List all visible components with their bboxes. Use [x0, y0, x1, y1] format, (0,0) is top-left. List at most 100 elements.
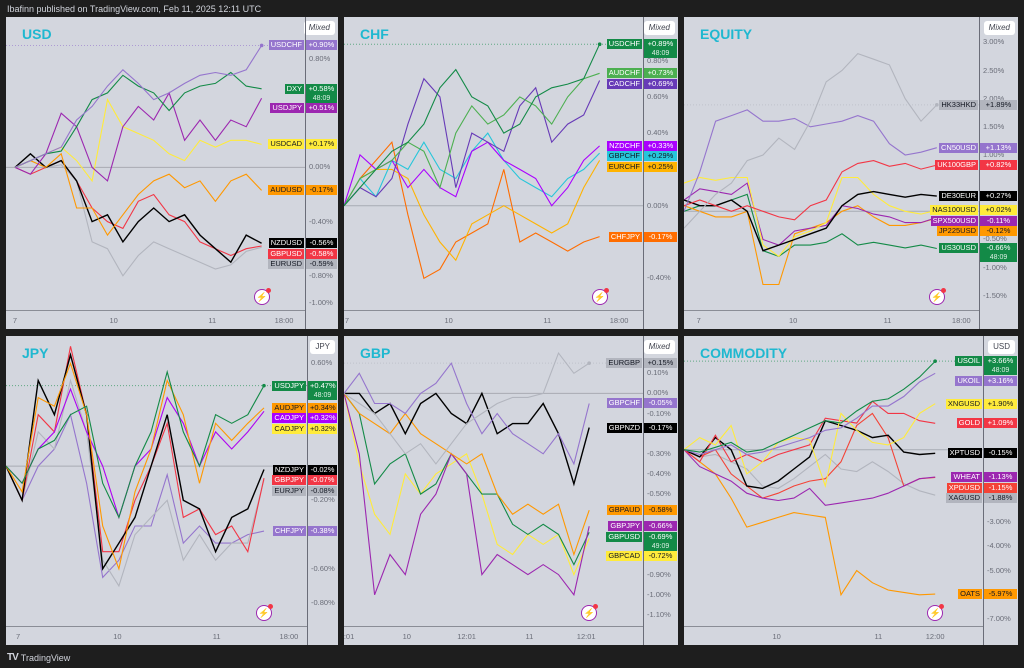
- series-value: -0.11%: [986, 215, 1011, 225]
- scale-mode-button[interactable]: JPY: [310, 340, 335, 354]
- series-value-tag: -0.69% 49:09: [644, 531, 677, 551]
- series-name-tag: USDJPY: [270, 103, 304, 114]
- series-value: -0.17%: [648, 422, 673, 432]
- scale-mode-button[interactable]: Mixed: [643, 340, 675, 354]
- series-line-usdchf: [14, 45, 263, 168]
- series-value-tag: -0.05%: [644, 398, 677, 409]
- scale-mode-button[interactable]: Mixed: [983, 21, 1015, 35]
- series-value: +0.82%: [985, 160, 1012, 170]
- chart-panel-usd: USD Mixed 0.80% 0.00% -0.40% -0.80% -1.00% 7 10 1…: [6, 17, 338, 329]
- chart-plot[interactable]: [6, 17, 305, 311]
- series-value: +0.32%: [310, 423, 336, 433]
- series-line-chfjpy: [6, 413, 265, 579]
- series-value-tag: +3.66% 48:09: [984, 356, 1017, 376]
- series-name-tag: GBPCAD: [606, 551, 642, 562]
- series-name-tag: OATS: [958, 589, 982, 600]
- chart-plot[interactable]: [684, 17, 979, 311]
- y-tick-label: -0.40%: [647, 273, 671, 283]
- chart-plot[interactable]: [6, 336, 307, 627]
- series-value: +0.89%: [647, 39, 674, 49]
- series-line-chfjpy: [344, 141, 600, 280]
- series-value-tag: +0.32%: [308, 413, 337, 424]
- x-tick-label: 18:00: [951, 316, 971, 325]
- time-axis[interactable]: 7 10 11 18:00: [684, 310, 979, 329]
- y-tick-label: -0.80%: [309, 270, 333, 280]
- series-name-tag: NZDUSD: [268, 238, 304, 249]
- lightning-icon[interactable]: ⚡: [255, 604, 273, 621]
- series-value: +0.29%: [647, 151, 674, 161]
- time-axis[interactable]: 7 10 11 18:00: [344, 310, 643, 329]
- series-value-tag: -1.13%: [984, 472, 1017, 483]
- series-line-audusd: [14, 152, 262, 237]
- series-value: -1.13%: [988, 472, 1013, 482]
- series-name-tag: USDCHF: [268, 40, 304, 51]
- series-name-tag: SPX500USD: [930, 215, 978, 226]
- time-axis[interactable]: 10 11 12:00: [684, 626, 983, 645]
- series-name-tag: DXY: [284, 83, 304, 94]
- lightning-icon[interactable]: ⚡: [927, 604, 945, 621]
- price-axis-divider: [643, 17, 644, 329]
- series-name-tag: GBPUSD: [268, 248, 304, 259]
- series-value: +0.25%: [647, 161, 674, 171]
- x-tick-label: 7: [696, 316, 701, 325]
- time-axis[interactable]: 7 10 11 18:00: [6, 310, 305, 329]
- lightning-icon[interactable]: ⚡: [253, 288, 271, 305]
- bar-countdown: 48:09: [312, 94, 331, 102]
- series-name-tag: GBPAUD: [606, 505, 642, 516]
- chart-panel-chf: CHF Mixed 0.80% 0.60% 0.40% 0.00% -0.40% 7 10 11 1…: [344, 17, 678, 329]
- x-tick-label: 11: [525, 632, 534, 641]
- notification-dot-icon: [939, 604, 945, 609]
- series-line-usdchf: [344, 43, 601, 207]
- series-value: -0.07%: [310, 475, 335, 485]
- time-axis[interactable]: 7 10 11 18:00: [6, 626, 307, 645]
- notification-dot-icon: [267, 604, 273, 609]
- chart-plot[interactable]: [344, 336, 643, 627]
- series-line-spx500usd: [684, 182, 937, 246]
- scale-mode-button[interactable]: USD: [988, 340, 1015, 354]
- footer-brand: TradingView: [20, 652, 71, 663]
- series-value-tag: -0.02%: [308, 464, 337, 475]
- series-value: +0.15%: [647, 358, 674, 368]
- scale-mode-button[interactable]: Mixed: [643, 21, 675, 35]
- time-axis[interactable]: 2:01 10 12:01 11 12:01: [344, 626, 643, 645]
- lightning-icon[interactable]: ⚡: [581, 604, 599, 621]
- x-tick-label: 18:00: [609, 316, 629, 325]
- series-line-xpdusd: [684, 412, 936, 499]
- series-line-nas100usd: [684, 176, 937, 258]
- series-value: -0.02%: [310, 464, 335, 474]
- y-tick-label: 0.00%: [309, 162, 331, 172]
- series-line-usdcad: [14, 98, 262, 183]
- series-value: -0.69%: [648, 531, 673, 541]
- series-value-tag: -0.72%: [644, 551, 677, 562]
- chart-panel-commodity: COMMODITY USD -3.00% -4.00% -5.00% -7.00% 10 11…: [684, 336, 1018, 645]
- chart-plot[interactable]: [684, 336, 983, 627]
- bar-countdown: 48:09: [991, 367, 1010, 375]
- series-value-tag: -0.08%: [308, 485, 337, 496]
- series-name-tag: AUDUSD: [268, 185, 304, 196]
- series-name-tag: XPDUSD: [946, 482, 982, 493]
- series-name-tag: EURUSD: [268, 259, 304, 270]
- x-tick-label: 10: [788, 316, 798, 325]
- y-tick-label: -0.30%: [647, 448, 671, 458]
- series-name-tag: CN50USD: [938, 142, 978, 153]
- bar-countdown: 48:09: [313, 391, 332, 399]
- chart-title: JPY: [22, 345, 49, 361]
- series-value: -0.66%: [986, 243, 1011, 253]
- series-value-tag: -0.38%: [308, 526, 337, 537]
- y-tick-label: -0.50%: [983, 234, 1007, 244]
- series-line-eurgbp: [344, 351, 590, 465]
- series-value: +0.33%: [647, 140, 674, 150]
- series-line-eurjpy: [6, 378, 265, 588]
- series-name-tag: DE30EUR: [939, 191, 978, 202]
- chart-plot[interactable]: [344, 17, 643, 311]
- x-tick-label: 10: [109, 316, 118, 325]
- series-value: +0.90%: [308, 40, 335, 50]
- series-line-eurchf: [344, 160, 601, 262]
- lightning-icon[interactable]: ⚡: [928, 288, 946, 305]
- scale-mode-button[interactable]: Mixed: [303, 21, 335, 35]
- series-value: -1.88%: [988, 493, 1013, 503]
- y-tick-label: 2.00%: [983, 93, 1005, 103]
- lightning-icon[interactable]: ⚡: [591, 288, 609, 305]
- series-value: +1.13%: [985, 142, 1012, 152]
- series-value-tag: -0.17%: [644, 231, 677, 242]
